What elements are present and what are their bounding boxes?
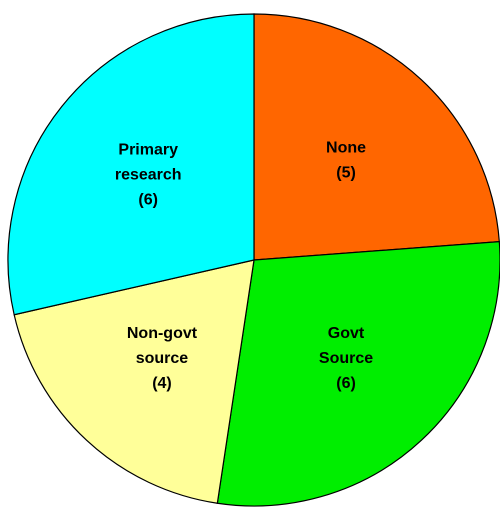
label-line: source xyxy=(136,350,189,367)
category-label: Non-govt source xyxy=(127,325,198,367)
label-line: research xyxy=(115,167,182,184)
pie-slice xyxy=(7,13,255,316)
pie-slice xyxy=(13,259,255,504)
category-label: Primary research xyxy=(115,142,182,184)
slice-label: Non-govt source (4) xyxy=(127,325,198,392)
pie-slice xyxy=(253,13,500,261)
value-label: (6) xyxy=(138,192,158,209)
value-label: (4) xyxy=(152,375,172,392)
label-line: Primary xyxy=(118,142,178,159)
slice-label: Primary research (6) xyxy=(115,142,182,209)
label-line: Source xyxy=(319,350,373,367)
category-label: None xyxy=(326,140,366,157)
slice-label: None (5) xyxy=(326,140,366,182)
slice-label: Govt Source (6) xyxy=(319,325,373,392)
label-line: None xyxy=(326,140,366,157)
pie-slice xyxy=(216,240,500,507)
category-label: Govt Source xyxy=(319,325,373,367)
value-label: (6) xyxy=(336,375,356,392)
value-label: (5) xyxy=(336,165,356,182)
label-line: Govt xyxy=(328,325,365,342)
label-line: Non-govt xyxy=(127,325,198,342)
